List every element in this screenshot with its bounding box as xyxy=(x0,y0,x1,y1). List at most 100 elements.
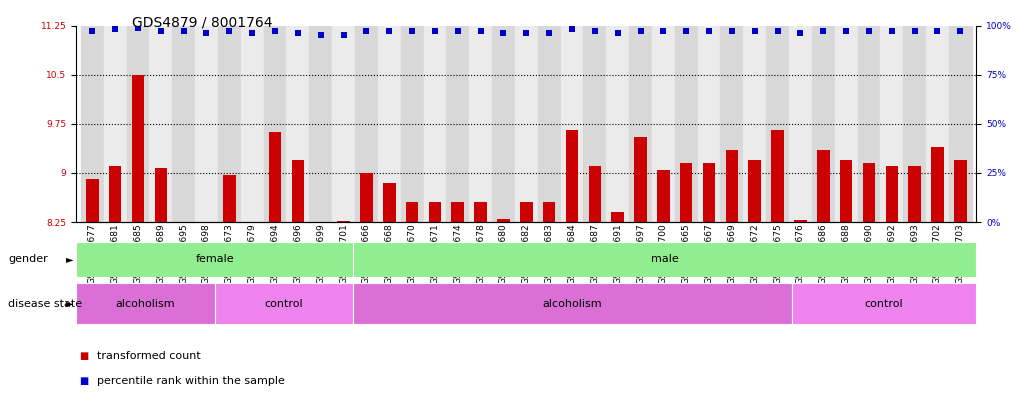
Bar xyxy=(218,26,241,222)
Bar xyxy=(428,202,441,222)
Bar xyxy=(857,26,881,222)
Bar xyxy=(932,147,944,222)
Bar xyxy=(109,166,121,222)
Point xyxy=(130,24,146,31)
Point xyxy=(312,32,328,39)
Bar xyxy=(268,132,282,222)
Bar xyxy=(406,202,418,222)
Text: female: female xyxy=(195,254,234,264)
Point xyxy=(427,28,443,35)
Bar xyxy=(835,26,857,222)
Point xyxy=(860,28,877,35)
Bar xyxy=(954,160,966,222)
Bar xyxy=(241,26,263,222)
Bar xyxy=(680,163,693,222)
Bar xyxy=(452,202,464,222)
Bar xyxy=(104,26,126,222)
Bar xyxy=(560,26,584,222)
Text: gender: gender xyxy=(8,254,48,264)
Bar xyxy=(794,220,806,222)
Point xyxy=(266,28,283,35)
Point xyxy=(381,28,398,35)
Bar xyxy=(657,170,669,222)
Bar xyxy=(155,168,167,222)
Bar xyxy=(446,26,469,222)
Point xyxy=(221,28,237,35)
Text: percentile rank within the sample: percentile rank within the sample xyxy=(97,376,285,386)
Text: alcoholism: alcoholism xyxy=(116,299,175,309)
Point xyxy=(495,30,512,37)
Bar xyxy=(771,130,784,222)
Bar xyxy=(817,150,830,222)
Point xyxy=(358,28,374,35)
Bar xyxy=(338,221,350,222)
Text: control: control xyxy=(864,299,903,309)
Text: transformed count: transformed count xyxy=(97,351,200,361)
Point xyxy=(244,30,260,37)
Bar xyxy=(149,26,172,222)
Bar xyxy=(606,26,630,222)
Bar xyxy=(353,242,976,277)
Bar xyxy=(131,75,144,222)
Point xyxy=(701,28,717,35)
Point xyxy=(518,30,535,37)
Bar xyxy=(76,242,353,277)
Bar xyxy=(589,166,601,222)
Point xyxy=(587,28,603,35)
Point xyxy=(176,28,192,35)
Bar xyxy=(720,26,743,222)
Bar xyxy=(80,26,104,222)
Bar xyxy=(538,26,560,222)
Point xyxy=(930,28,946,35)
Bar xyxy=(423,26,446,222)
Bar xyxy=(903,26,926,222)
Bar xyxy=(749,160,761,222)
Bar xyxy=(840,160,852,222)
Point xyxy=(198,30,215,37)
Point xyxy=(792,30,809,37)
Point xyxy=(884,28,900,35)
Bar xyxy=(497,219,510,222)
Point xyxy=(563,26,580,33)
Bar xyxy=(926,26,949,222)
Bar xyxy=(725,150,738,222)
Bar xyxy=(353,283,791,324)
Text: disease state: disease state xyxy=(8,299,82,309)
Text: ►: ► xyxy=(66,254,73,264)
Bar xyxy=(172,26,195,222)
Text: ►: ► xyxy=(66,299,73,309)
Bar xyxy=(215,283,353,324)
Point xyxy=(541,30,557,37)
Point xyxy=(678,28,695,35)
Point xyxy=(770,28,786,35)
Point xyxy=(336,32,352,39)
Point xyxy=(153,28,169,35)
Bar xyxy=(223,175,236,222)
Bar xyxy=(652,26,675,222)
Bar xyxy=(675,26,698,222)
Bar xyxy=(360,173,372,222)
Bar xyxy=(949,26,972,222)
Bar xyxy=(195,26,218,222)
Bar xyxy=(584,26,606,222)
Bar xyxy=(515,26,538,222)
Bar xyxy=(791,283,976,324)
Text: GDS4879 / 8001764: GDS4879 / 8001764 xyxy=(132,16,273,30)
Point xyxy=(906,28,922,35)
Bar xyxy=(287,26,309,222)
Point xyxy=(816,28,832,35)
Bar xyxy=(812,26,835,222)
Point xyxy=(84,28,101,35)
Bar xyxy=(76,283,215,324)
Point xyxy=(107,26,123,33)
Bar xyxy=(520,202,533,222)
Point xyxy=(473,28,489,35)
Bar xyxy=(886,166,898,222)
Bar xyxy=(292,160,304,222)
Text: ■: ■ xyxy=(79,376,88,386)
Point xyxy=(633,28,649,35)
Text: control: control xyxy=(264,299,303,309)
Bar xyxy=(862,163,876,222)
Bar xyxy=(126,26,149,222)
Bar xyxy=(611,212,624,222)
